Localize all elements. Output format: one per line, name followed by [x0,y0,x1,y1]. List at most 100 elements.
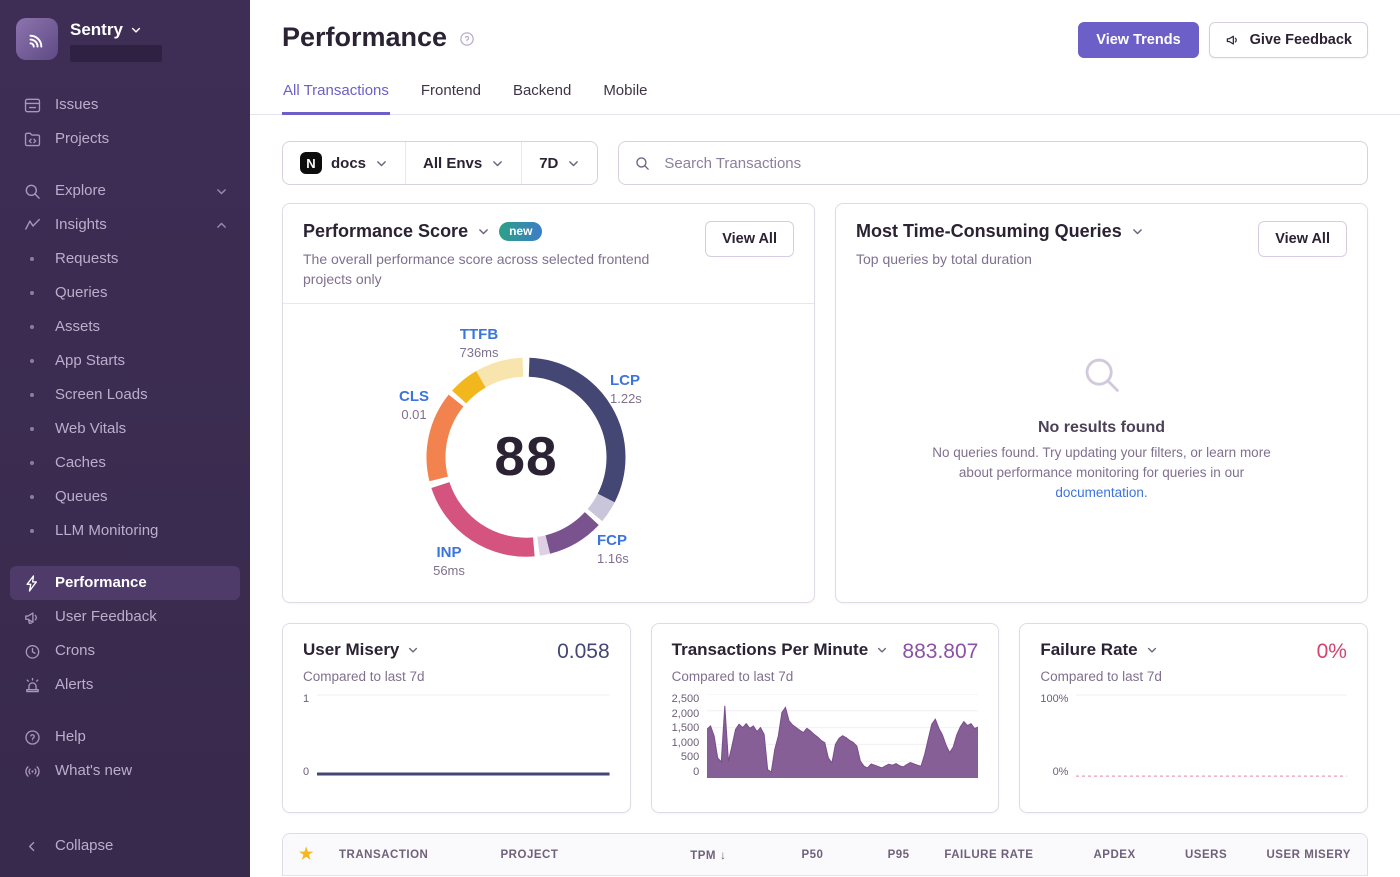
bullet-dot [22,393,42,397]
y-axis-tick: 1 [303,693,310,705]
score-ring-segment-ttfb [452,370,487,404]
column-transaction[interactable]: TRANSACTION [339,848,429,861]
environment-filter[interactable]: All Envs [406,142,523,184]
column-p95[interactable]: P95 [887,848,910,861]
performance-score-title[interactable]: Performance Score new [303,221,673,242]
sidebar-item-what-s-new[interactable]: What's new [10,754,240,788]
sidebar-item-insights[interactable]: Insights [10,208,240,242]
chevron-down-icon [567,157,580,170]
sidebar-item-requests[interactable]: Requests [10,242,240,276]
score-value: 88 [494,424,558,487]
column-apdex[interactable]: APDEX [1093,848,1136,861]
empty-state-text: No queries found. Try updating your filt… [932,445,1271,500]
view-all-button[interactable]: View All [1258,221,1347,257]
tpm-title[interactable]: Transactions Per Minute [672,640,889,660]
tpm-value: 883.807 [902,640,979,663]
org-name: Sentry [70,20,123,39]
sidebar-item-app-starts[interactable]: App Starts [10,344,240,378]
score-ring-svg [426,357,626,557]
give-feedback-button[interactable]: Give Feedback [1208,22,1368,58]
sidebar-item-help[interactable]: Help [10,720,240,754]
failure-rate-subtitle: Compared to last 7d [1040,669,1162,684]
y-axis-tick: 0% [1052,766,1069,778]
chevron-down-icon [477,225,490,238]
failure-rate-title[interactable]: Failure Rate [1040,640,1157,660]
sidebar-item-explore[interactable]: Explore [10,174,240,208]
sidebar-item-llm-monitoring[interactable]: LLM Monitoring [10,514,240,548]
lightning-icon [22,574,42,593]
search-input[interactable] [662,153,1352,173]
bullet-dot [22,257,42,261]
sidebar-item-crons[interactable]: Crons [10,634,240,668]
column-star[interactable]: ★ [299,845,339,863]
sidebar-item-projects[interactable]: Projects [10,122,240,156]
view-trends-button[interactable]: View Trends [1078,22,1199,58]
sidebar-item-alerts[interactable]: Alerts [10,668,240,702]
user-misery-title[interactable]: User Misery [303,640,419,660]
sidebar-item-label: Projects [55,130,110,147]
tab-all-transactions[interactable]: All Transactions [282,82,390,115]
search-empty-icon [1079,352,1125,403]
sidebar-item-caches[interactable]: Caches [10,446,240,480]
sidebar-item-queries[interactable]: Queries [10,276,240,310]
sidebar-item-label: Insights [55,216,107,233]
column-tpm[interactable]: TPM ↓ [690,847,727,862]
date-range-filter[interactable]: 7D [522,142,597,184]
bullet-dot [22,291,42,295]
sidebar-nav: Issues Projects Explore Insights Requests Que… [0,72,250,863]
column-p50[interactable]: P50 [801,848,824,861]
project-filter[interactable]: N docs [283,142,407,184]
chevron-down-icon [375,157,388,170]
sidebar-item-performance[interactable]: Performance [10,566,240,600]
chevron-up-icon [215,219,228,232]
column-project[interactable]: PROJECT [500,848,559,861]
sidebar-item-label: App Starts [55,352,126,369]
sidebar-item-web-vitals[interactable]: Web Vitals [10,412,240,446]
score-ring-segment-inp [431,481,535,557]
column-user-misery[interactable]: USER MISERY [1266,848,1351,861]
failure-rate-value: 0% [1316,640,1347,663]
failure-rate-chart [1076,694,1347,778]
sidebar: Sentry Issues Projects Explore Insights Requ… [0,0,250,877]
bullet-dot [22,495,42,499]
sidebar-item-assets[interactable]: Assets [10,310,240,344]
projects-icon [22,130,42,149]
tab-backend[interactable]: Backend [512,82,572,99]
sidebar-item-queues[interactable]: Queues [10,480,240,514]
sidebar-item-screen-loads[interactable]: Screen Loads [10,378,240,412]
new-badge: new [499,222,543,241]
sidebar-item-label: Assets [55,318,101,335]
queries-empty-state: No results found No queries found. Try u… [836,282,1367,588]
sort-desc-icon: ↓ [720,847,727,862]
sidebar-item-label: Queues [55,488,108,505]
tab-frontend[interactable]: Frontend [420,82,481,99]
org-switcher[interactable]: Sentry [0,14,250,72]
page-help-icon[interactable] [458,30,476,48]
bullet-dot [22,427,42,431]
queries-card-title[interactable]: Most Time-Consuming Queries [856,221,1144,242]
project-filter-value: docs [331,154,367,172]
sidebar-item-collapse[interactable]: Collapse [10,829,240,863]
documentation-link[interactable]: documentation [1055,484,1144,500]
transaction-search[interactable] [618,141,1368,185]
bullet-dot [22,325,42,329]
vital-label-cls: CLS 0.01 [399,387,429,422]
cards-row-1: Performance Score new The overall perfor… [282,203,1368,603]
search-icon [634,155,651,172]
column-users[interactable]: USERS [1184,848,1228,861]
tab-mobile[interactable]: Mobile [603,82,648,99]
y-axis-tick: 2,000 [671,707,700,720]
vital-label-ttfb: TTFB 736ms [459,325,499,360]
page-header: Performance View Trends [282,0,1368,58]
sidebar-item-issues[interactable]: Issues [10,88,240,122]
column-failure-rate[interactable]: FAILURE RATE [944,848,1034,861]
sidebar-item-user-feedback[interactable]: User Feedback [10,600,240,634]
table-header-row: ★ TRANSACTION PROJECT TPM ↓ P50 P95 FAILURE RAT… [283,834,1367,876]
view-all-button[interactable]: View All [705,221,794,257]
time-consuming-queries-card: Most Time-Consuming Queries Top queries … [835,203,1368,603]
sidebar-item-label: Screen Loads [55,386,148,403]
score-ring-segment-cls [426,394,464,481]
star-icon[interactable]: ★ [299,845,314,863]
